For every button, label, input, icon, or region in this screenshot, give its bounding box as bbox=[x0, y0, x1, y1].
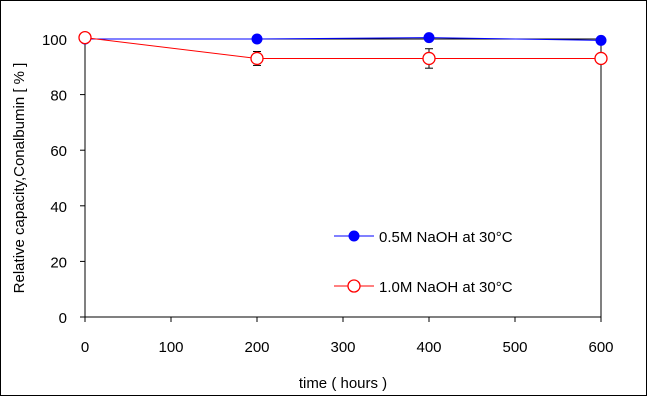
legend: 0.5M NaOH at 30°C 1.0M NaOH at 30°C bbox=[334, 229, 513, 296]
x-tick-label: 500 bbox=[502, 339, 527, 356]
y-axis: 0 20 40 60 80 100 bbox=[42, 32, 85, 327]
data-point bbox=[594, 51, 608, 66]
y-tick-label: 20 bbox=[50, 254, 67, 271]
series-2 bbox=[78, 30, 608, 69]
legend-marker bbox=[347, 279, 361, 293]
series-line bbox=[85, 37, 602, 41]
data-point bbox=[422, 51, 436, 66]
legend-label: 1.0M NaOH at 30°C bbox=[379, 279, 513, 296]
x-tick-label: 300 bbox=[330, 339, 355, 356]
y-tick-label: 40 bbox=[50, 199, 67, 216]
y-tick-label: 80 bbox=[50, 88, 67, 105]
data-point bbox=[251, 33, 263, 45]
plot-area bbox=[84, 38, 602, 318]
x-tick-label: 0 bbox=[81, 339, 89, 356]
legend-marker bbox=[348, 230, 360, 242]
data-point bbox=[423, 32, 435, 44]
legend-item: 1.0M NaOH at 30°C bbox=[334, 279, 513, 296]
data-point bbox=[250, 51, 264, 66]
data-point bbox=[595, 34, 607, 46]
y-tick-label: 60 bbox=[50, 143, 67, 160]
series-line bbox=[84, 37, 601, 59]
x-tick-label: 400 bbox=[416, 339, 441, 356]
y-tick-label: 100 bbox=[42, 32, 67, 49]
x-axis-title: time ( hours ) bbox=[299, 375, 387, 392]
x-tick-label: 600 bbox=[588, 339, 613, 356]
legend-item: 0.5M NaOH at 30°C bbox=[334, 229, 513, 246]
x-axis: 0 100 200 300 400 500 600 bbox=[81, 317, 614, 356]
x-tick-label: 200 bbox=[244, 339, 269, 356]
y-axis-title: Relative capacity,Conalbumin [ % ] bbox=[11, 63, 28, 294]
legend-label: 0.5M NaOH at 30°C bbox=[379, 229, 513, 246]
series-layer bbox=[78, 30, 608, 69]
data-point bbox=[78, 30, 92, 45]
x-tick-label: 100 bbox=[158, 339, 183, 356]
y-tick-label: 0 bbox=[59, 310, 67, 327]
series-1 bbox=[79, 32, 607, 46]
